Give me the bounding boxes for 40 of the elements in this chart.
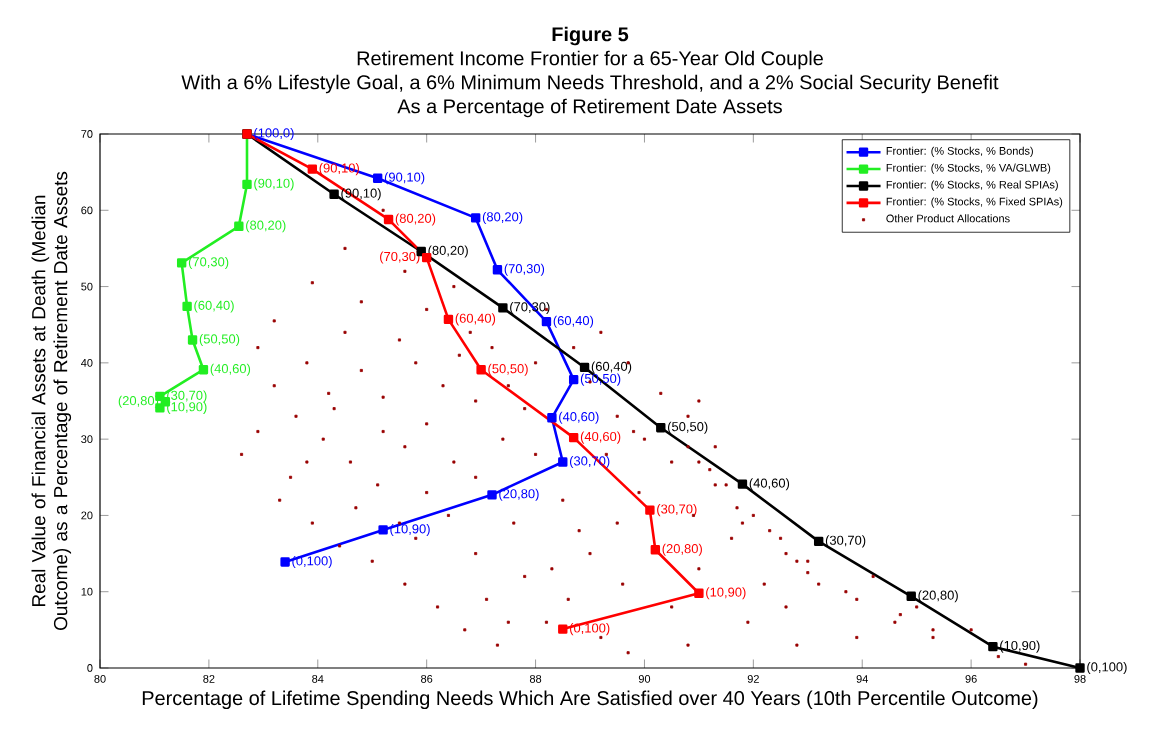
point — [372, 173, 383, 183]
point — [988, 641, 998, 652]
point — [182, 301, 192, 312]
point — [476, 365, 486, 375]
point — [813, 536, 824, 547]
point — [737, 479, 748, 489]
point — [492, 265, 503, 275]
text: As a Percentage of Retirement Date Assets — [397, 98, 782, 118]
point — [487, 490, 497, 500]
point — [198, 365, 209, 375]
point — [443, 314, 454, 325]
point — [498, 303, 508, 313]
point — [1075, 663, 1085, 673]
point — [187, 335, 198, 345]
point — [568, 374, 579, 385]
point — [579, 362, 590, 373]
point — [656, 423, 666, 433]
point — [645, 505, 655, 515]
point — [470, 213, 481, 223]
chart-subtitle: Retirement Income Frontier for a 65-Year Old Couple — [357, 50, 823, 70]
point — [558, 457, 568, 467]
point — [558, 624, 568, 634]
point — [242, 179, 252, 190]
chart-title: Figure 5 — [552, 26, 629, 46]
point — [383, 214, 394, 225]
point — [307, 164, 318, 174]
point — [280, 557, 290, 567]
point — [547, 413, 557, 423]
point — [234, 221, 244, 231]
point — [176, 258, 187, 268]
point — [568, 432, 579, 443]
x-axis-title: Percentage of Lifetime Spending Needs Which Are Satisfied over 40 Years (10th Percentile Outcome) — [142, 690, 1038, 710]
text: With a 6% Lifestyle Goal, a 6% Minimum Needs Threshold, and a 2% Social Security Benefit — [181, 74, 999, 94]
point — [329, 189, 339, 199]
point — [694, 588, 704, 598]
y-axis-title: Real Value of Financial Assets at Death (Median Outcome) as a Percentage of Retirement Date Assets — [31, 171, 72, 630]
point — [650, 545, 661, 555]
point — [906, 591, 916, 601]
point — [541, 316, 552, 327]
point — [378, 525, 388, 535]
